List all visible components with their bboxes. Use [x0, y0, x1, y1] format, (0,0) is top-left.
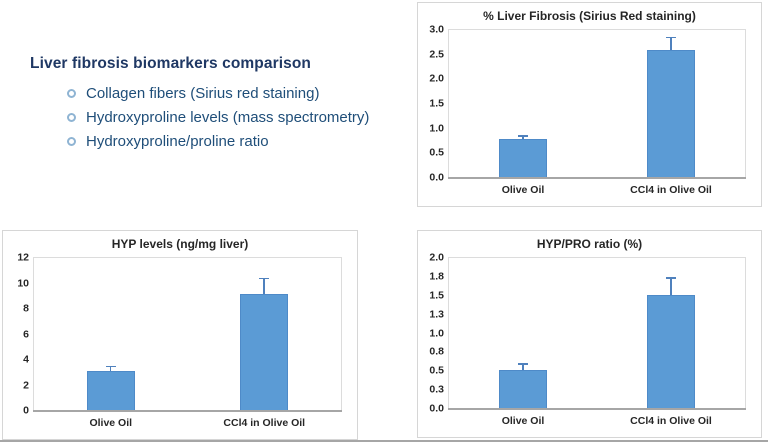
y-axis-tick-label: 0.8 [429, 345, 444, 358]
y-axis-tick-label: 0.5 [429, 146, 444, 159]
bullet-text: Hydroxyproline/proline ratio [86, 132, 269, 150]
y-axis-tick-label: 8 [23, 302, 29, 315]
error-bar [670, 37, 672, 50]
y-axis-tick-label: 0.0 [429, 171, 444, 184]
error-bar-cap [105, 365, 116, 368]
error-bar [263, 278, 265, 294]
circle-bullet-icon [67, 112, 76, 122]
y-axis-tick-label: 10 [17, 277, 29, 289]
error-bar [522, 363, 524, 370]
chart-hyp-pro-ratio: HYP/PRO ratio (%) 0.0 0.3 0.5 0.8 1.0 1.3 1.5 1… [417, 230, 762, 438]
chart-hyp-levels: HYP levels (ng/mg liver) 0 2 4 6 8 10 12 Olive … [2, 230, 358, 440]
chart-title: % Liver Fibrosis (Sirius Red staining) [483, 9, 696, 23]
y-axis-tick-label: 4 [23, 353, 29, 366]
error-bar [670, 277, 672, 295]
y-axis-tick-label: 2.0 [429, 251, 444, 264]
y-axis-tick-label: 1.5 [429, 97, 444, 110]
error-bar-cap [666, 36, 676, 39]
list-item: Hydroxyproline levels (mass spectrometry… [67, 105, 410, 129]
y-axis-tick-label: 0 [23, 404, 29, 417]
y-axis-tick-label: 2.5 [429, 48, 444, 61]
error-bar [109, 366, 112, 372]
x-axis-category-label: CCl4 in Olive Oil [630, 184, 712, 196]
error-bar-cap [518, 363, 528, 365]
y-axis-tick-label: 1.8 [429, 270, 444, 283]
error-bar-cap [518, 135, 528, 137]
circle-bullet-icon [67, 136, 76, 146]
y-axis-tick-label: 1.3 [429, 308, 444, 321]
bar [86, 371, 135, 411]
bullet-list: Collagen fibers (Sirius red staining) Hy… [30, 81, 410, 153]
chart-liver-fibrosis: % Liver Fibrosis (Sirius Red staining) 0… [417, 2, 762, 207]
y-axis-tick-label: 0.3 [429, 383, 444, 396]
plot-area: 0 2 4 6 8 10 12 Olive Oil CCl4 in Olive Oil [17, 252, 342, 429]
y-axis-tick-label: 2 [23, 379, 29, 391]
circle-bullet-icon [67, 88, 76, 98]
error-bar-cap [666, 277, 676, 279]
bar [499, 138, 547, 178]
text-block: Liver fibrosis biomarkers comparison Col… [30, 55, 410, 153]
bar [240, 293, 289, 411]
bullet-text: Hydroxyproline levels (mass spectrometry… [86, 108, 370, 126]
error-bar [522, 135, 524, 139]
chart-title: HYP/PRO ratio (%) [536, 237, 643, 251]
y-axis-tick-label: 2.0 [429, 72, 444, 85]
bar [647, 295, 695, 409]
x-axis-category-label: CCl4 in Olive Oil [630, 415, 712, 427]
x-axis-category-label: Olive Oil [501, 184, 545, 196]
y-axis-tick-label: 0.5 [429, 364, 444, 377]
bar [647, 49, 695, 178]
bar [499, 369, 547, 409]
plot-area: 0.0 0.5 1.0 1.5 2.0 2.5 3.0 Olive Oil CCl4 in Ol… [429, 24, 746, 196]
chart-title: HYP levels (ng/mg liver) [111, 237, 249, 251]
y-axis-tick-label: 1.5 [429, 289, 444, 302]
y-axis-tick-label: 6 [23, 328, 29, 340]
list-item: Hydroxyproline/proline ratio [67, 129, 410, 153]
error-bar-cap [259, 277, 270, 280]
list-item: Collagen fibers (Sirius red staining) [67, 81, 410, 105]
x-axis-category-label: Olive Oil [89, 417, 133, 429]
y-axis-tick-label: 0.0 [429, 402, 444, 415]
y-axis-tick-label: 1.0 [429, 327, 444, 339]
y-axis-tick-label: 12 [17, 251, 29, 264]
x-axis-category-label: CCl4 in Olive Oil [223, 417, 306, 429]
y-axis-tick-label: 1.0 [429, 122, 444, 135]
x-axis-category-label: Olive Oil [501, 415, 545, 427]
plot-area: 0.0 0.3 0.5 0.8 1.0 1.3 1.5 1.8 2.0 Olive Oil CCl4… [429, 252, 746, 427]
page-title: Liver fibrosis biomarkers comparison [30, 55, 311, 72]
bullet-text: Collagen fibers (Sirius red staining) [86, 84, 320, 102]
y-axis-tick-label: 3.0 [429, 23, 444, 36]
